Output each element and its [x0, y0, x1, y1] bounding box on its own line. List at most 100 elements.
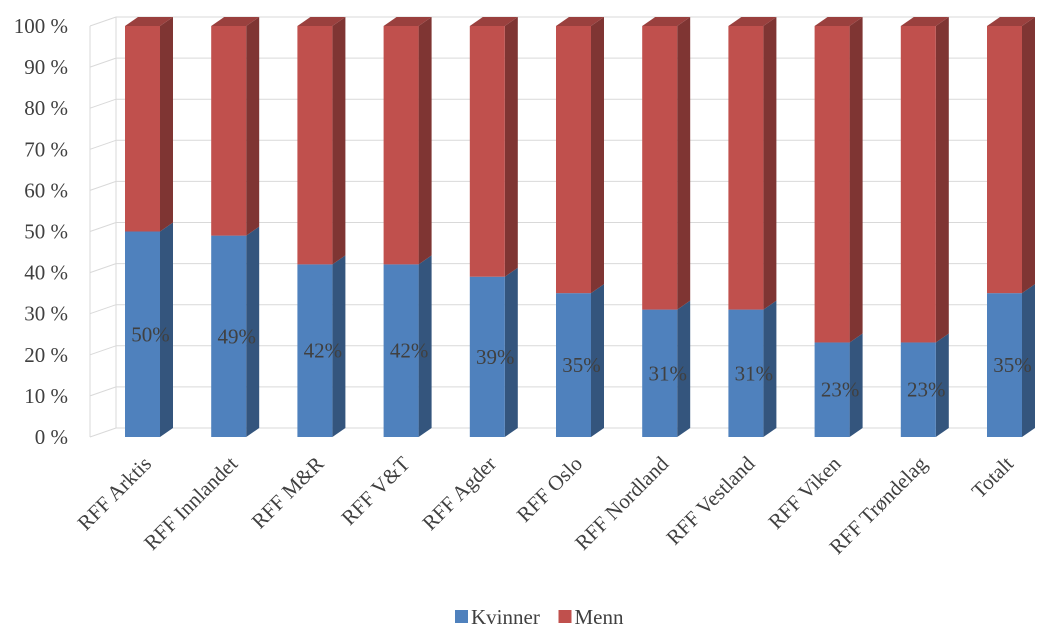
- bar-menn-rff-viken: [814, 26, 850, 343]
- bar-top-menn-rff-trondelag: [900, 17, 949, 26]
- bar-menn-rff-oslo: [556, 26, 591, 294]
- data-label-totalt: 35%: [993, 353, 1032, 377]
- bar-side-kvinner-rff-trondelag: [935, 333, 949, 437]
- bar-side-menn-rff-innlandet: [246, 17, 260, 236]
- x-tick-label-rff-innlandet: RFF Innlandet: [139, 451, 242, 554]
- x-tick-label-rff-vandt: RFF V&T: [336, 451, 414, 529]
- legend-swatch-menn: [558, 610, 572, 623]
- bar-menn-rff-vestland: [728, 26, 764, 310]
- bar-top-menn-rff-nordland: [642, 17, 691, 26]
- bar-kvinner-rff-nordland: [642, 309, 678, 437]
- data-label-rff-trondelag: 23%: [907, 378, 946, 402]
- bar-side-kvinner-rff-vestland: [763, 300, 777, 437]
- gridline-side: [89, 139, 117, 150]
- y-tick-label: 80 %: [24, 96, 68, 120]
- gridline-side: [89, 16, 117, 27]
- y-tick-label: 90 %: [24, 55, 68, 79]
- y-tick-label: 0 %: [35, 425, 68, 449]
- gridline-side: [89, 304, 117, 315]
- legend-label-menn: Menn: [575, 605, 624, 629]
- y-tick-label: 40 %: [24, 261, 68, 285]
- bar-top-menn-rff-agder: [469, 17, 518, 26]
- y-tick-label: 60 %: [24, 178, 68, 202]
- bar-kvinner-rff-viken: [814, 342, 850, 437]
- bar-menn-rff-innlandet: [211, 26, 247, 236]
- bar-side-menn-rff-viken: [849, 17, 863, 343]
- bar-side-menn-rff-vestland: [763, 17, 777, 310]
- x-tick-label-rff-mandr: RFF M&R: [247, 452, 329, 534]
- bar-side-kvinner-rff-innlandet: [246, 226, 260, 437]
- gridline-side: [89, 57, 117, 68]
- gridline-side: [89, 180, 117, 191]
- bar-kvinner-rff-innlandet: [211, 235, 247, 437]
- bar-menn-rff-trondelag: [900, 26, 936, 343]
- bar-side-kvinner-rff-nordland: [677, 300, 691, 437]
- bar-side-menn-rff-nordland: [677, 17, 691, 310]
- bar-side-menn-rff-arktis: [160, 17, 173, 232]
- y-tick-label: 70 %: [24, 137, 68, 161]
- data-label-rff-oslo: 35%: [562, 353, 601, 377]
- x-tick-label-rff-vestland: RFF Vestland: [661, 451, 759, 549]
- data-label-rff-vestland: 31%: [735, 361, 774, 385]
- bar-top-menn-rff-mandr: [297, 17, 346, 26]
- bar-side-menn-rff-vandt: [418, 17, 432, 265]
- gridline-side: [89, 427, 117, 438]
- bar-kvinner-rff-trondelag: [900, 342, 936, 437]
- bar-kvinner-rff-arktis: [125, 231, 160, 437]
- data-label-rff-viken: 23%: [821, 378, 860, 402]
- bar-kvinner-rff-agder: [469, 276, 505, 437]
- y-tick-label: 50 %: [24, 220, 68, 244]
- bar-side-kvinner-totalt: [1022, 284, 1035, 437]
- bar-menn-rff-vandt: [383, 26, 419, 265]
- bar-top-menn-rff-arktis: [125, 17, 173, 26]
- y-tick-label: 20 %: [24, 343, 68, 367]
- data-label-rff-vandt: 42%: [390, 339, 429, 363]
- x-tick-label-rff-agder: RFF Agder: [417, 452, 500, 535]
- bar-menn-totalt: [987, 26, 1022, 294]
- bar-top-menn-rff-innlandet: [211, 17, 260, 26]
- bar-kvinner-rff-vandt: [383, 264, 419, 437]
- bar-top-menn-rff-viken: [814, 17, 863, 26]
- bar-side-kvinner-rff-oslo: [591, 284, 604, 437]
- bar-top-menn-rff-oslo: [556, 17, 604, 26]
- bar-menn-rff-arktis: [125, 26, 160, 232]
- legend-label-kvinner: Kvinner: [471, 605, 540, 629]
- bar-kvinner-rff-vestland: [728, 309, 764, 437]
- gridline-side: [89, 263, 117, 274]
- x-tick-label-totalt: Totalt: [967, 451, 1019, 503]
- x-tick-label-rff-nordland: RFF Nordland: [570, 451, 674, 555]
- bar-top-menn-rff-vandt: [383, 17, 432, 26]
- bar-top-menn-rff-vestland: [728, 17, 777, 26]
- x-tick-label-rff-arktis: RFF Arktis: [73, 452, 156, 535]
- bar-top-menn-totalt: [987, 17, 1035, 26]
- bar-menn-rff-nordland: [642, 26, 678, 310]
- y-tick-label: 30 %: [24, 302, 68, 326]
- y-tick-label: 10 %: [24, 384, 68, 408]
- gridline-side: [89, 386, 117, 397]
- bar-side-menn-rff-agder: [504, 17, 518, 277]
- bar-kvinner-rff-mandr: [297, 264, 333, 437]
- bar-side-kvinner-rff-viken: [849, 333, 863, 437]
- gridline-side: [89, 222, 117, 232]
- bar-side-menn-rff-oslo: [591, 17, 604, 294]
- legend-swatch-kvinner: [455, 610, 468, 623]
- bar-side-kvinner-rff-vandt: [418, 255, 432, 437]
- x-tick-label-rff-viken: RFF Viken: [763, 451, 846, 534]
- bar-menn-rff-mandr: [297, 26, 333, 265]
- bar-side-menn-rff-trondelag: [935, 17, 949, 343]
- bar-side-menn-totalt: [1022, 17, 1035, 294]
- data-label-rff-agder: 39%: [476, 345, 515, 369]
- data-label-rff-arktis: 50%: [131, 322, 170, 346]
- bar-kvinner-totalt: [987, 293, 1022, 437]
- gridline-side: [89, 345, 117, 356]
- bar-side-menn-rff-mandr: [332, 17, 346, 265]
- y-tick-label: 100 %: [14, 14, 68, 38]
- bar-menn-rff-agder: [469, 26, 505, 277]
- data-label-rff-nordland: 31%: [648, 361, 687, 385]
- data-label-rff-mandr: 42%: [304, 339, 343, 363]
- x-tick-label-rff-oslo: RFF Oslo: [512, 452, 587, 527]
- bar-side-kvinner-rff-arktis: [160, 222, 173, 437]
- bar-side-kvinner-rff-agder: [504, 267, 518, 437]
